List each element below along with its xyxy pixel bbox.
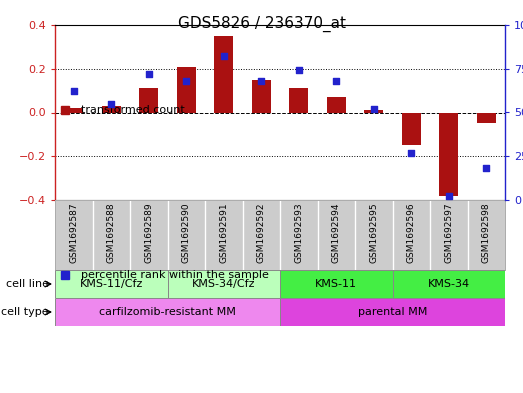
Text: GDS5826 / 236370_at: GDS5826 / 236370_at [177,16,346,32]
Bar [139,88,158,112]
Text: GSM1692587: GSM1692587 [69,202,78,263]
Point [407,150,415,156]
Bar [468,200,505,270]
Bar [167,270,280,298]
Point [182,78,190,84]
Bar [392,200,430,270]
Bar [252,80,270,112]
Text: GSM1692592: GSM1692592 [257,202,266,263]
Bar [317,200,355,270]
Bar [93,200,130,270]
Bar [214,36,233,112]
Point [294,67,303,73]
Bar [177,66,196,112]
Bar [205,200,243,270]
Text: GSM1692590: GSM1692590 [182,202,191,263]
Point [370,106,378,112]
Bar [55,298,280,326]
Text: KMS-34/Cfz: KMS-34/Cfz [192,279,256,289]
Point [257,78,266,84]
Bar [243,200,280,270]
Text: KMS-11/Cfz: KMS-11/Cfz [79,279,143,289]
Bar [355,200,392,270]
Bar [280,200,317,270]
Point [220,53,228,60]
Text: KMS-34: KMS-34 [428,279,470,289]
Bar [55,200,93,270]
Point [107,101,116,107]
Text: cell line: cell line [6,279,52,289]
Bar [289,88,308,112]
Bar [280,270,392,298]
Text: KMS-11: KMS-11 [315,279,357,289]
Bar [280,298,505,326]
Bar [102,106,121,112]
Point [482,165,491,172]
Point [70,88,78,95]
Text: carfilzomib-resistant MM: carfilzomib-resistant MM [99,307,236,317]
Point [332,78,340,84]
Bar [477,112,496,123]
Text: parental MM: parental MM [358,307,427,317]
Text: GSM1692589: GSM1692589 [144,202,153,263]
Bar [430,200,468,270]
Bar [55,270,167,298]
Bar [327,97,346,112]
Text: GSM1692595: GSM1692595 [369,202,378,263]
Bar [439,112,458,196]
Bar [167,200,205,270]
Bar [392,270,505,298]
Bar [64,108,83,112]
Bar [402,112,420,145]
Bar [130,200,167,270]
Text: GSM1692588: GSM1692588 [107,202,116,263]
Text: cell type: cell type [1,307,52,317]
Point [144,71,153,77]
Bar [365,110,383,112]
Text: GSM1692591: GSM1692591 [219,202,228,263]
Point [445,193,453,200]
Text: transformed count: transformed count [81,105,185,115]
Text: percentile rank within the sample: percentile rank within the sample [81,270,269,280]
Text: GSM1692597: GSM1692597 [444,202,453,263]
Text: GSM1692598: GSM1692598 [482,202,491,263]
Text: GSM1692594: GSM1692594 [332,202,341,263]
Text: GSM1692596: GSM1692596 [407,202,416,263]
Text: GSM1692593: GSM1692593 [294,202,303,263]
